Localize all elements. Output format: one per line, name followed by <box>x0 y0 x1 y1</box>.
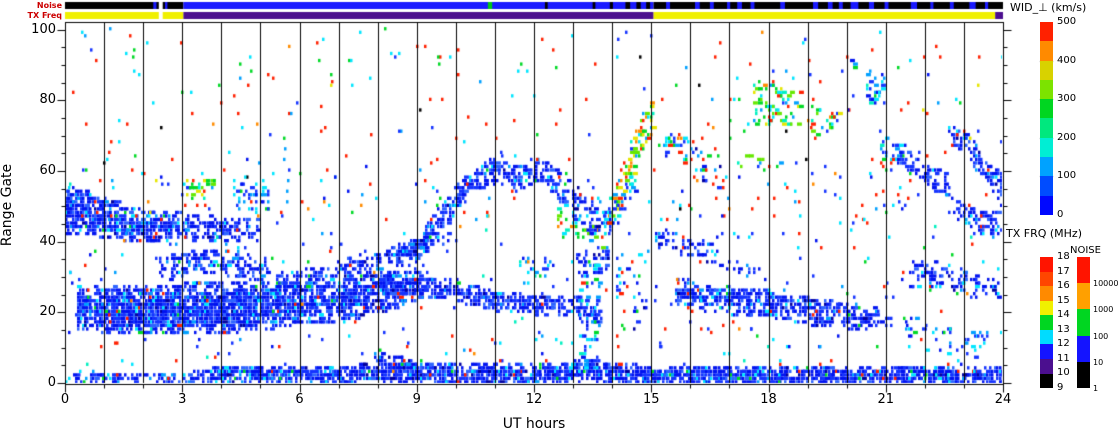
colorbar-segment <box>1040 41 1053 61</box>
noise-colorbar-tick-label: 1000 <box>1093 305 1114 315</box>
colorbar-segment <box>1077 283 1090 310</box>
colorbar-segment <box>1040 118 1053 138</box>
colorbar-segment <box>1040 373 1053 389</box>
txfrq-colorbar <box>1040 257 1053 389</box>
txfrq-colorbar-title: TX FRQ (MHz) <box>1006 227 1082 240</box>
colorbar-segment <box>1040 271 1053 287</box>
noise-colorbar-tick-label: 10000 <box>1093 279 1118 289</box>
colorbar-segment <box>1040 99 1053 119</box>
colorbar-segment <box>1040 176 1053 196</box>
wid-colorbar-tick-label: 500 <box>1057 16 1077 27</box>
x-tick-label: 0 <box>60 392 70 407</box>
txfrq-colorbar-tick-label: 17 <box>1057 265 1070 277</box>
colorbar-segment <box>1040 257 1053 272</box>
y-tick-label: 80 <box>39 92 56 108</box>
x-tick-label: 21 <box>877 392 895 407</box>
wid-colorbar-tick-label: 300 <box>1057 93 1077 105</box>
txfreq-strip-label: TX Freq <box>27 11 62 20</box>
colorbar-segment <box>1077 361 1090 389</box>
y-tick-label: 40 <box>39 233 56 249</box>
wid-colorbar-tick-label: 0 <box>1057 209 1064 220</box>
y-tick-label: 0 <box>47 375 56 390</box>
txfrq-colorbar-tick-label: 18 <box>1057 250 1070 262</box>
noise-colorbar-title: NOISE <box>1070 245 1101 256</box>
x-tick-label: 12 <box>525 392 543 407</box>
wid-colorbar-tick-label: 400 <box>1057 54 1077 66</box>
noise-colorbar-tick-label: 100 <box>1093 331 1109 341</box>
x-tick-label: 24 <box>994 392 1012 407</box>
noise-colorbar <box>1077 257 1090 389</box>
y-axis-title: Range Gate <box>0 163 15 247</box>
colorbar-segment <box>1040 286 1053 301</box>
y-tick-label: 60 <box>39 163 56 179</box>
colorbar-segment <box>1040 22 1053 42</box>
colorbar-segment <box>1040 329 1053 345</box>
colorbar-segment <box>1077 335 1090 362</box>
noise-colorbar-tick-label: 10 <box>1093 357 1104 367</box>
colorbar-segment <box>1040 315 1053 330</box>
txfrq-colorbar-tick-label: 10 <box>1057 367 1070 379</box>
x-tick-label: 3 <box>178 392 187 407</box>
colorbar-segment <box>1040 300 1053 316</box>
noise-colorbar-tick-label: 1 <box>1093 384 1099 393</box>
wid-colorbar-tick-label: 200 <box>1057 131 1077 143</box>
wid-colorbar-tick-label: 100 <box>1057 170 1077 182</box>
x-tick-label: 6 <box>295 392 304 407</box>
colorbar-segment <box>1077 309 1090 336</box>
wid-colorbar <box>1040 22 1053 215</box>
colorbar-segment <box>1040 358 1053 374</box>
x-tick-label: 9 <box>412 392 421 407</box>
colorbar-segment <box>1040 137 1053 158</box>
txfrq-colorbar-tick-label: 12 <box>1057 338 1070 350</box>
noise-strip-label: Noise <box>36 1 62 10</box>
y-tick-label: 100 <box>31 21 56 37</box>
x-tick-label: 15 <box>642 392 660 407</box>
x-axis-title: UT hours <box>502 416 566 432</box>
txfrq-colorbar-tick-label: 9 <box>1057 382 1064 393</box>
colorbar-segment <box>1040 79 1053 100</box>
txfrq-colorbar-tick-label: 13 <box>1057 323 1070 335</box>
txfrq-colorbar-tick-label: 11 <box>1057 352 1070 364</box>
y-tick-label: 20 <box>39 304 56 320</box>
wid-colorbar-title: WID_⊥ (km/s) <box>1010 1 1087 14</box>
txfrq-colorbar-tick-label: 14 <box>1057 309 1070 321</box>
colorbar-segment <box>1040 344 1053 359</box>
txfrq-colorbar-tick-label: 15 <box>1057 294 1070 306</box>
colorbar-segment <box>1040 195 1053 215</box>
x-tick-label: 18 <box>760 392 777 407</box>
colorbar-segment <box>1077 257 1090 284</box>
colorbar-segment <box>1040 60 1053 80</box>
txfrq-colorbar-tick-label: 16 <box>1057 280 1070 292</box>
colorbar-segment <box>1040 157 1053 177</box>
